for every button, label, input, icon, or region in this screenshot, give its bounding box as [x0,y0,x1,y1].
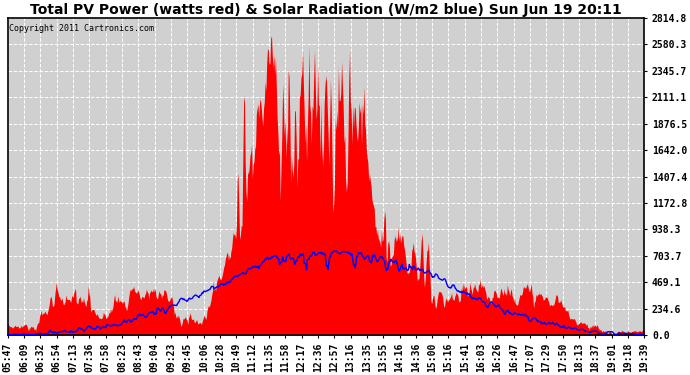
Title: Total PV Power (watts red) & Solar Radiation (W/m2 blue) Sun Jun 19 20:11: Total PV Power (watts red) & Solar Radia… [30,3,622,17]
Text: Copyright 2011 Cartronics.com: Copyright 2011 Cartronics.com [9,24,154,33]
